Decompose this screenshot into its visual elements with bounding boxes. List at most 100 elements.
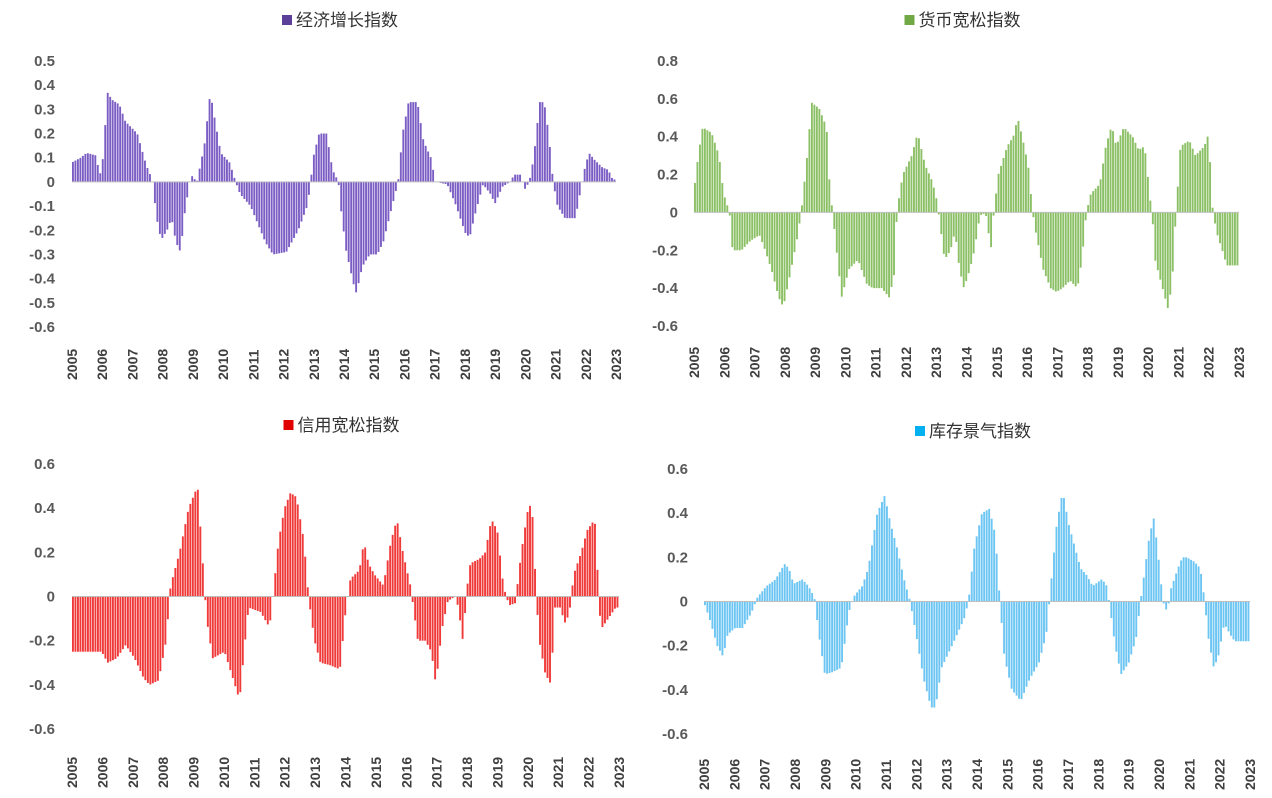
- bar: [1186, 141, 1189, 213]
- y-tick-label: 0.6: [667, 461, 688, 478]
- bar: [226, 596, 229, 663]
- bar: [236, 596, 239, 695]
- bar: [1140, 595, 1143, 602]
- bar: [218, 145, 221, 182]
- bar: [608, 172, 611, 182]
- bar: [189, 503, 192, 597]
- bar: [491, 181, 494, 199]
- bar: [611, 177, 613, 182]
- bar: [1221, 212, 1224, 252]
- x-tick-label: 2006: [94, 349, 110, 380]
- bar: [731, 601, 734, 631]
- bar: [1025, 601, 1028, 687]
- bar: [481, 555, 484, 597]
- bar: [845, 212, 848, 278]
- bar: [1037, 212, 1040, 246]
- bar: [166, 596, 169, 620]
- bar: [738, 601, 741, 628]
- bar: [922, 159, 925, 213]
- bar: [1017, 120, 1020, 213]
- bar: [958, 601, 961, 630]
- x-tick-label: 2018: [1080, 347, 1096, 378]
- x-tick-label: 2005: [64, 349, 80, 380]
- bar: [1235, 601, 1237, 642]
- bar: [998, 590, 1001, 602]
- bar: [471, 181, 474, 224]
- y-tick-label: -0.4: [29, 677, 56, 694]
- bar: [818, 601, 821, 640]
- bar: [1185, 557, 1188, 602]
- bar: [716, 150, 719, 213]
- bar: [1107, 600, 1110, 602]
- bar: [1069, 212, 1072, 282]
- bar: [204, 596, 207, 601]
- bar: [1194, 155, 1197, 213]
- bar: [91, 154, 94, 182]
- bar: [421, 596, 424, 641]
- bar: [963, 601, 966, 619]
- bar: [417, 106, 420, 182]
- bar: [191, 176, 194, 182]
- bar: [1094, 188, 1097, 213]
- bar: [447, 181, 449, 187]
- bar: [229, 596, 232, 671]
- bar: [300, 181, 303, 222]
- bar: [968, 594, 971, 602]
- bar: [1201, 148, 1204, 213]
- bar: [504, 591, 507, 597]
- bar: [255, 181, 258, 222]
- bar: [1055, 526, 1058, 602]
- bar: [1067, 212, 1070, 283]
- bar: [201, 156, 204, 182]
- bar: [386, 560, 389, 597]
- x-tick-label: 2011: [868, 347, 884, 378]
- bar: [1151, 212, 1154, 225]
- bar: [186, 511, 189, 597]
- y-tick-label: 0.4: [34, 77, 56, 94]
- bar: [370, 181, 372, 255]
- bar: [238, 181, 241, 192]
- bar: [913, 601, 916, 625]
- bar: [305, 181, 308, 209]
- bar: [708, 131, 711, 213]
- bar: [723, 601, 726, 649]
- bar: [526, 181, 529, 185]
- bar: [234, 596, 237, 687]
- bar: [406, 573, 409, 597]
- bar: [1204, 143, 1207, 213]
- bar: [546, 596, 549, 678]
- bar: [962, 212, 965, 288]
- bar: [476, 181, 479, 205]
- bar: [250, 181, 253, 210]
- bar: [134, 131, 136, 182]
- legend-swatch: [282, 15, 292, 25]
- bar: [136, 596, 139, 666]
- bar: [955, 601, 958, 636]
- bar: [464, 596, 467, 614]
- bar: [449, 596, 452, 600]
- bar: [401, 550, 404, 597]
- bar: [176, 181, 179, 246]
- bar: [1082, 212, 1085, 247]
- bar: [341, 596, 344, 642]
- bar: [99, 596, 102, 652]
- x-tick-label: 2022: [1201, 347, 1217, 378]
- bar: [878, 212, 881, 289]
- bar: [788, 570, 791, 602]
- bar: [783, 564, 786, 602]
- bar: [381, 584, 384, 597]
- bar: [501, 578, 504, 597]
- y-tick-label: 0.5: [34, 53, 55, 70]
- bar: [928, 601, 931, 701]
- bar: [818, 108, 821, 213]
- bar: [1117, 601, 1120, 664]
- bar: [72, 596, 74, 652]
- bar: [74, 596, 77, 652]
- bar: [499, 181, 502, 192]
- bar: [178, 181, 181, 251]
- bar: [494, 526, 497, 597]
- bar: [566, 596, 569, 618]
- bar: [975, 212, 978, 240]
- bar: [988, 508, 991, 602]
- bar: [808, 129, 811, 213]
